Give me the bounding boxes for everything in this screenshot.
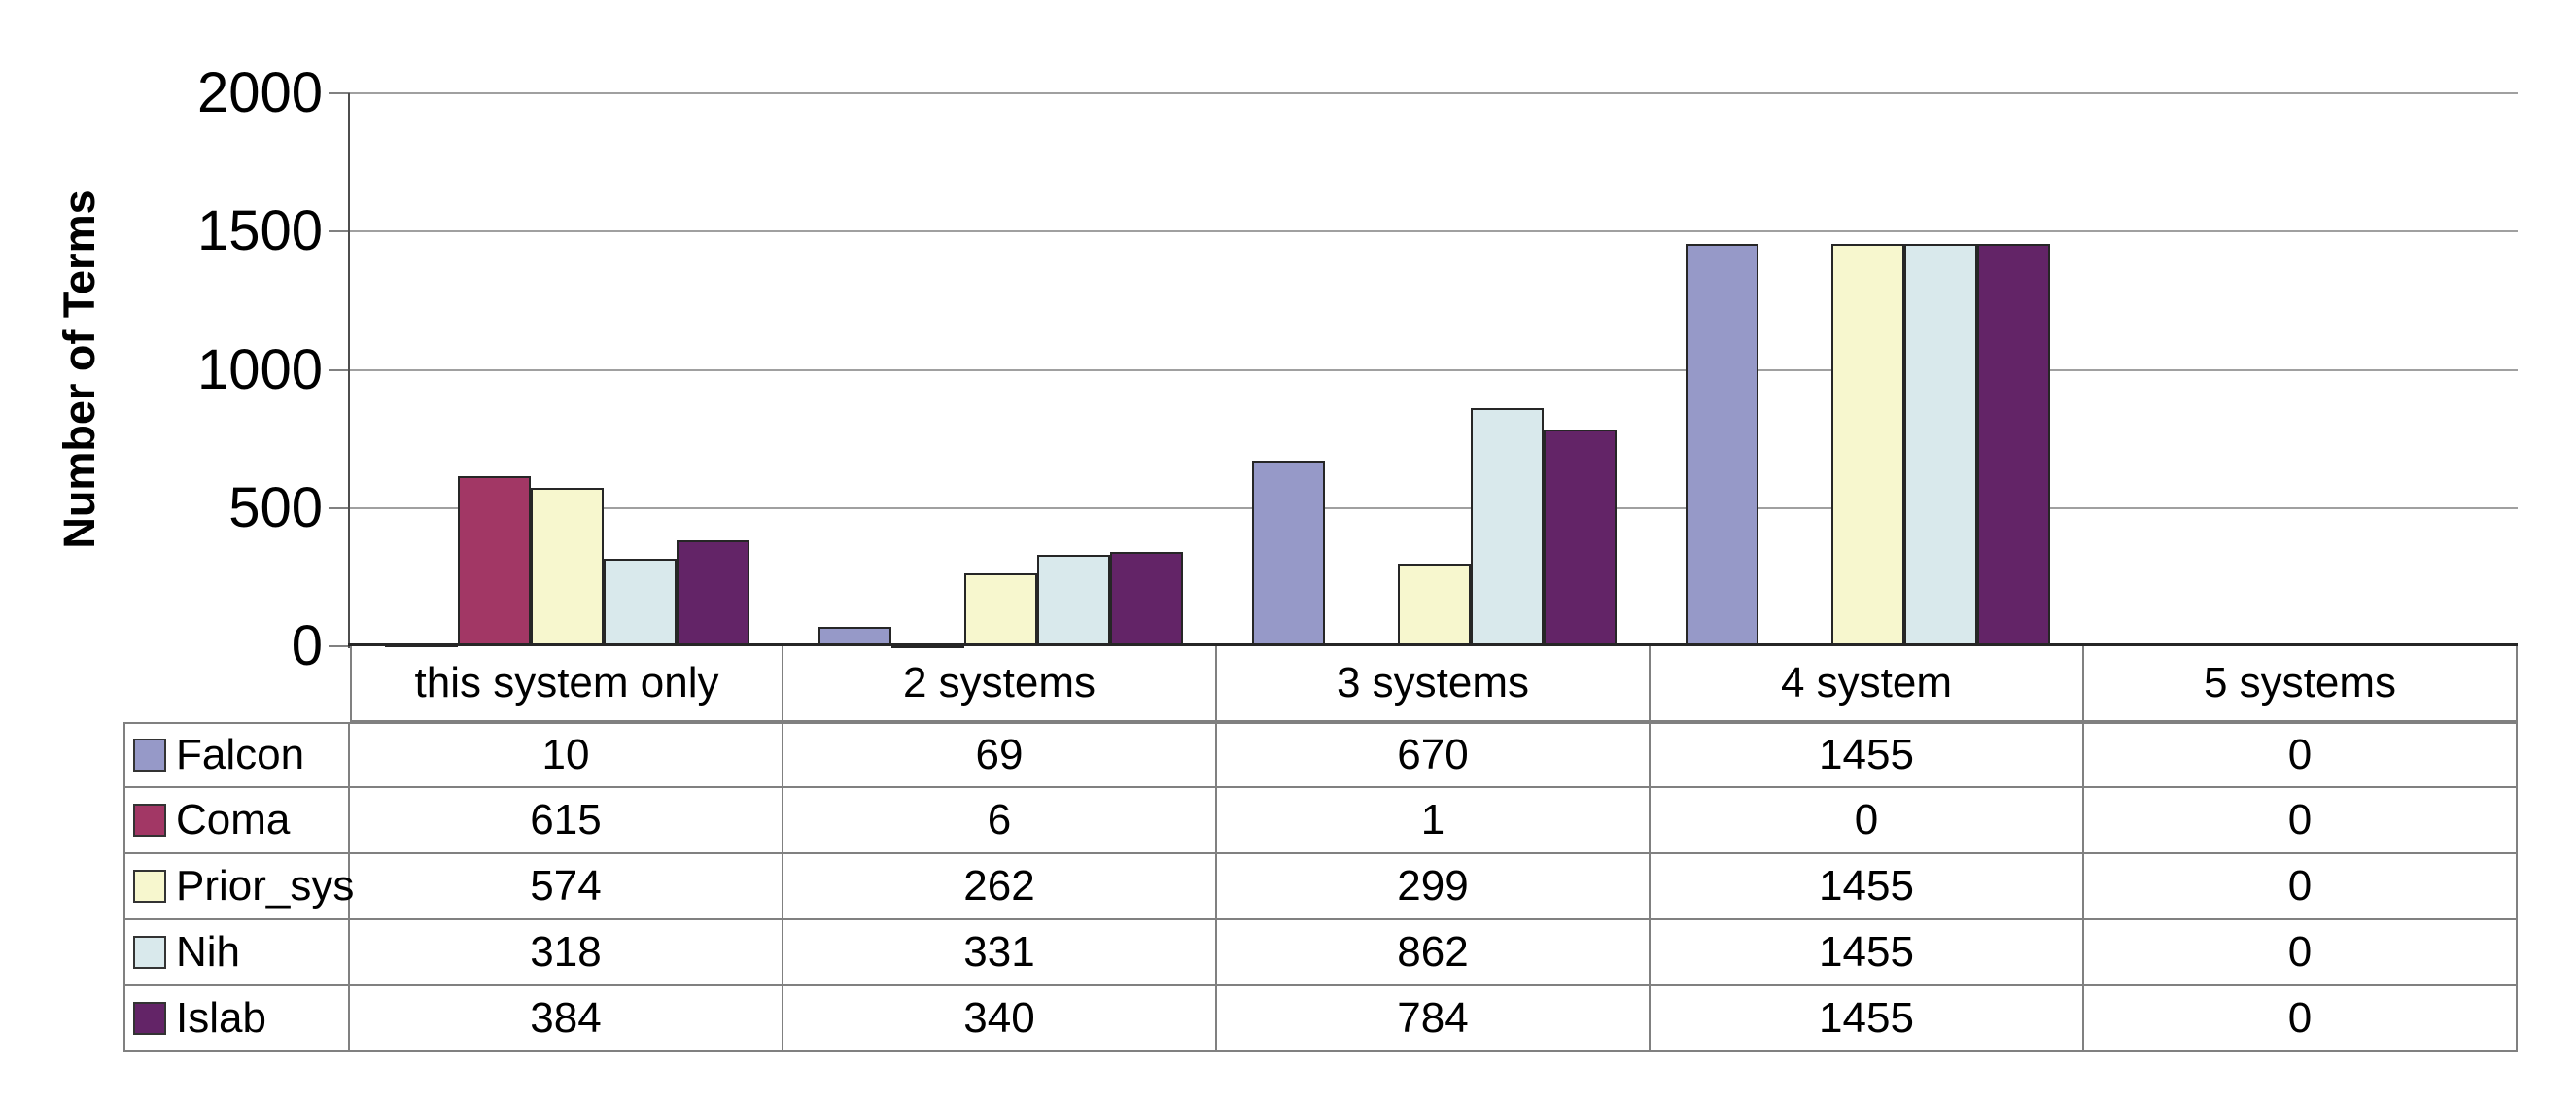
bar-prior_sys-3 [1397, 564, 1471, 646]
legend-swatch-prior_sys [133, 870, 166, 903]
category-header-4: 4 system [1651, 646, 2084, 722]
y-axis-line [348, 93, 350, 648]
legend-swatch-falcon [133, 739, 166, 772]
value-cell-nih-1: 318 [350, 920, 783, 986]
y-tick-mark [329, 645, 350, 647]
value-cell-prior_sys-5: 0 [2084, 854, 2518, 920]
value-cell-falcon-3: 670 [1217, 722, 1651, 788]
bar-nih-4 [1903, 244, 1977, 646]
y-tick-label: 1000 [196, 337, 323, 401]
gridline [350, 506, 2518, 509]
series-row-label-nih: Nih [123, 920, 350, 986]
bar-islab-3 [1543, 430, 1617, 646]
y-tick-label: 500 [228, 475, 323, 539]
value-cell-coma-5: 0 [2084, 788, 2518, 854]
series-row-label-falcon: Falcon [123, 722, 350, 788]
value-cell-nih-5: 0 [2084, 920, 2518, 986]
gridline [350, 230, 2518, 233]
series-name: Coma [176, 796, 291, 844]
bar-nih-2 [1036, 555, 1110, 646]
value-cell-coma-4: 0 [1651, 788, 2084, 854]
value-cell-falcon-1: 10 [350, 722, 783, 788]
value-cell-prior_sys-2: 262 [783, 854, 1217, 920]
y-tick-mark [329, 506, 350, 509]
value-cell-islab-1: 384 [350, 986, 783, 1052]
value-cell-prior_sys-4: 1455 [1651, 854, 2084, 920]
value-cell-falcon-5: 0 [2084, 722, 2518, 788]
value-cell-prior_sys-1: 574 [350, 854, 783, 920]
category-header-1: this system only [350, 646, 783, 722]
value-cell-falcon-2: 69 [783, 722, 1217, 788]
value-cell-islab-3: 784 [1217, 986, 1651, 1052]
series-name: Nih [176, 928, 241, 976]
legend-swatch-coma [133, 804, 166, 837]
legend-swatch-islab [133, 1002, 166, 1035]
value-cell-nih-2: 331 [783, 920, 1217, 986]
value-cell-islab-5: 0 [2084, 986, 2518, 1052]
y-tick-label: 2000 [196, 61, 323, 124]
category-header-5: 5 systems [2084, 646, 2518, 722]
value-cell-nih-3: 862 [1217, 920, 1651, 986]
value-cell-prior_sys-3: 299 [1217, 854, 1651, 920]
value-cell-coma-3: 1 [1217, 788, 1651, 854]
value-cell-islab-4: 1455 [1651, 986, 2084, 1052]
bar-nih-1 [603, 559, 677, 646]
bar-prior_sys-2 [963, 573, 1037, 646]
value-cell-islab-2: 340 [783, 986, 1217, 1052]
value-cell-coma-1: 615 [350, 788, 783, 854]
bar-islab-2 [1109, 552, 1183, 646]
y-tick-label: 0 [291, 614, 323, 677]
bar-islab-1 [676, 540, 749, 646]
bar-coma-1 [457, 476, 531, 646]
bar-prior_sys-1 [530, 488, 604, 646]
series-row-label-islab: Islab [123, 986, 350, 1052]
series-name: Islab [176, 994, 266, 1042]
x-axis-line [348, 643, 2518, 646]
bar-islab-4 [1976, 244, 2050, 646]
gridline [350, 92, 2518, 94]
category-header-3: 3 systems [1217, 646, 1651, 722]
bar-falcon-4 [1685, 244, 1758, 646]
y-tick-mark [329, 230, 350, 233]
category-header-2: 2 systems [783, 646, 1217, 722]
y-tick-mark [329, 368, 350, 371]
bar-falcon-3 [1251, 461, 1325, 646]
series-name: Prior_sys [176, 862, 355, 910]
series-row-label-coma: Coma [123, 788, 350, 854]
bar-prior_sys-4 [1830, 244, 1904, 646]
value-cell-falcon-4: 1455 [1651, 722, 2084, 788]
value-cell-nih-4: 1455 [1651, 920, 2084, 986]
bar-nih-3 [1470, 408, 1544, 646]
gridline [350, 368, 2518, 371]
series-row-label-prior_sys: Prior_sys [123, 854, 354, 920]
y-tick-label: 1500 [196, 199, 323, 263]
y-tick-mark [329, 92, 350, 94]
legend-swatch-nih [133, 936, 166, 969]
series-name: Falcon [176, 731, 305, 778]
value-cell-coma-2: 6 [783, 788, 1217, 854]
